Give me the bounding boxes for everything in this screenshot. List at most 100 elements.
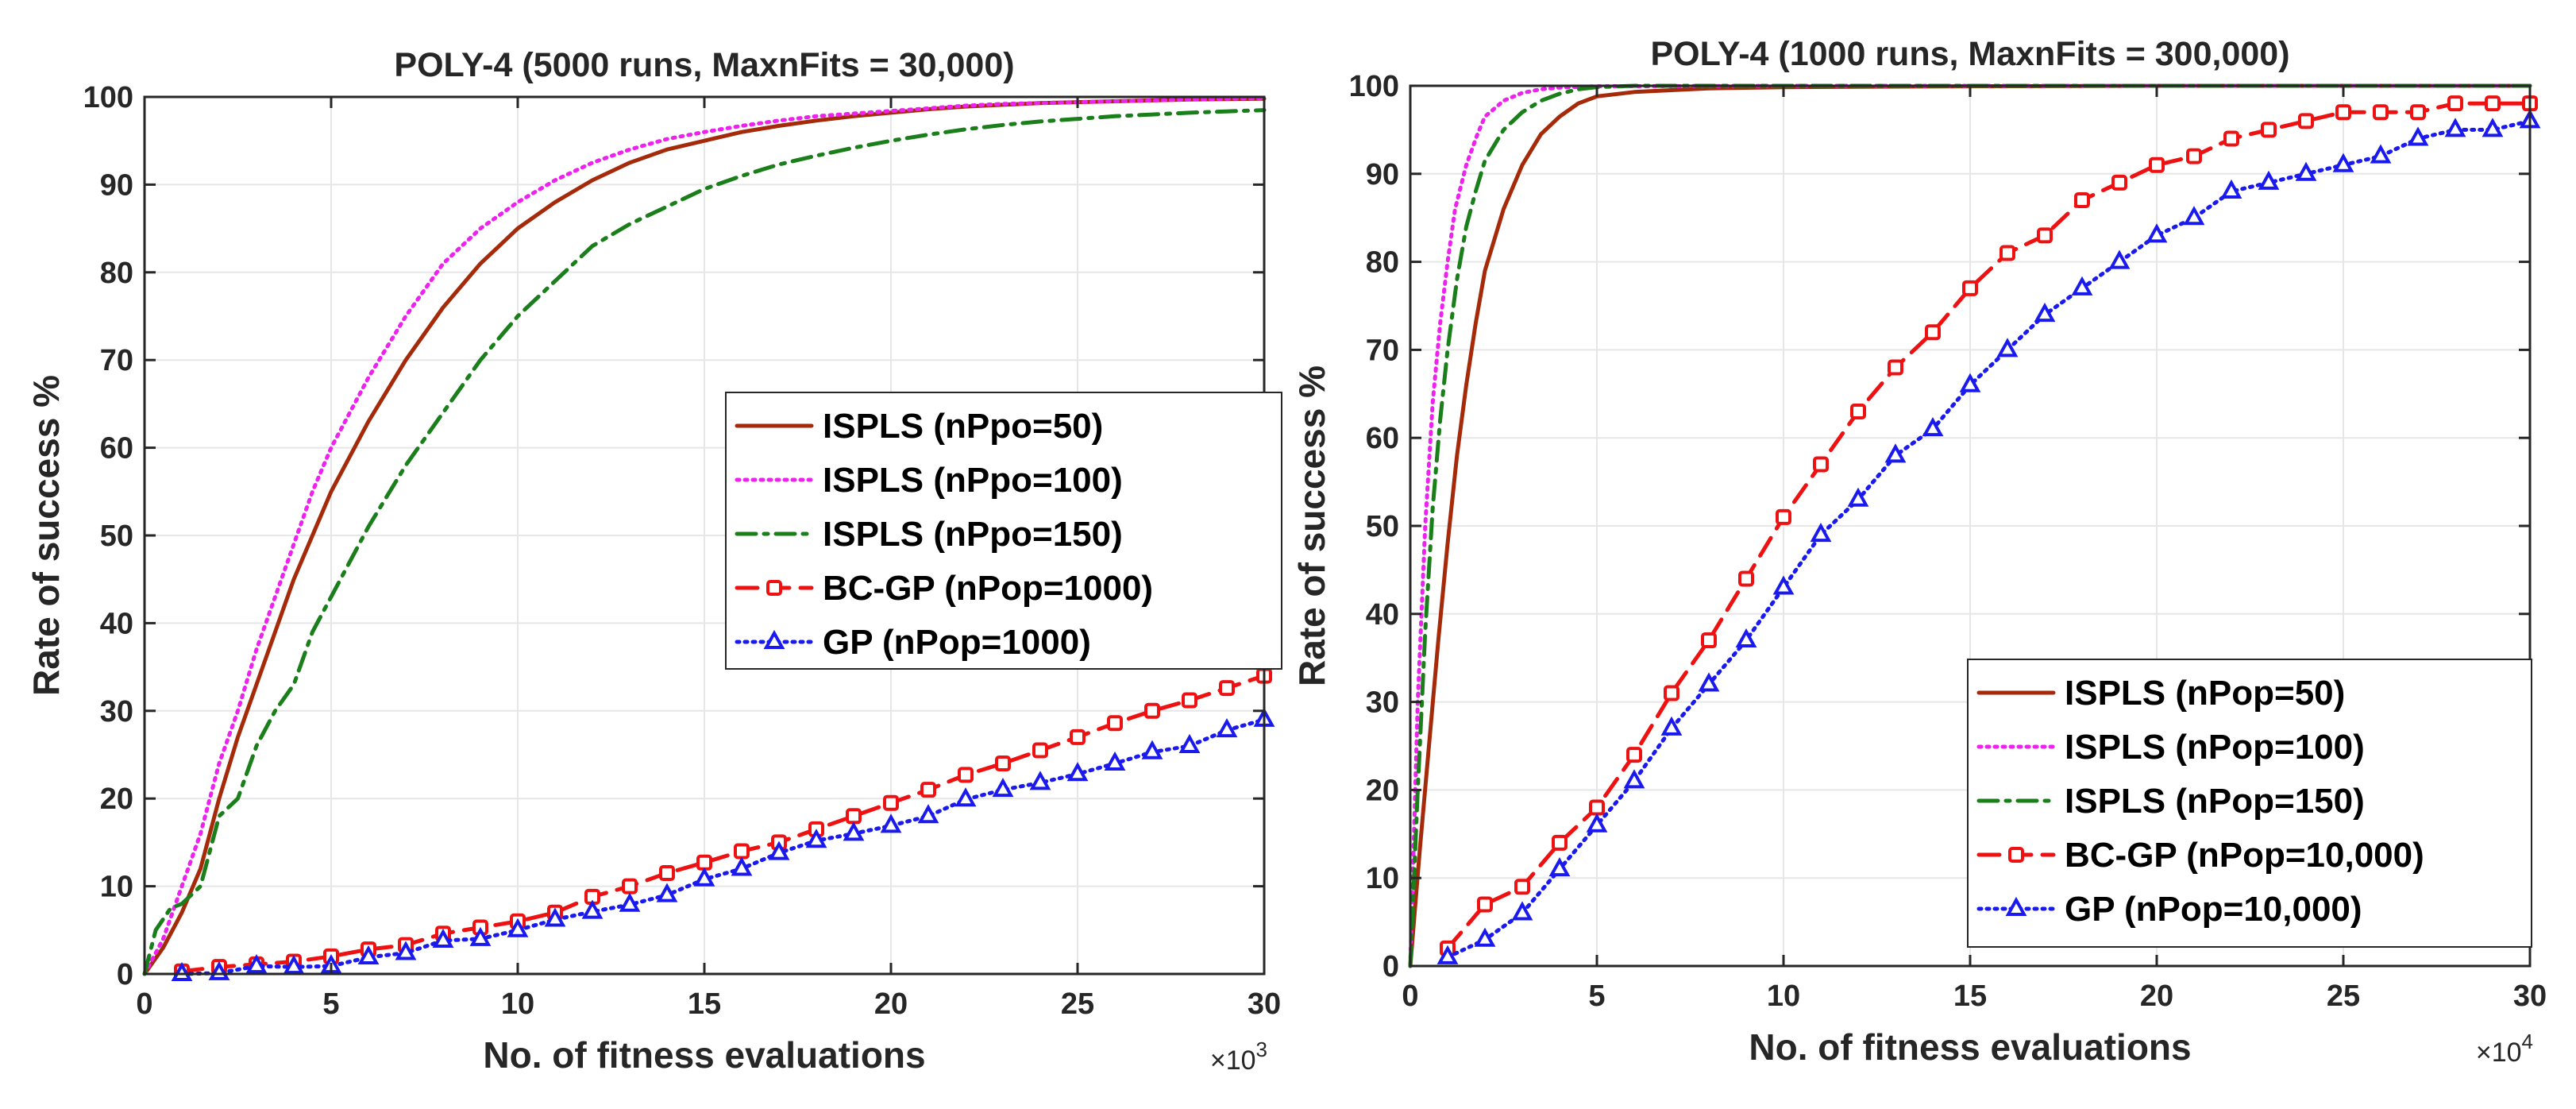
data-point-triangle (1511, 901, 1533, 921)
data-point-square (1738, 570, 1754, 587)
y-tick-label: 30 (100, 695, 133, 728)
x-axis-label: No. of fitness evaluations (483, 1034, 925, 1076)
data-point-square (2447, 95, 2463, 112)
y-tick-label: 10 (100, 871, 133, 904)
data-point-square (2149, 156, 2165, 173)
legend-marker-square (2008, 847, 2024, 863)
x-tick-label: 10 (1767, 980, 1800, 1013)
data-point-square (1477, 896, 1493, 913)
data-point-triangle (1959, 373, 1981, 392)
y-tick-label: 100 (1349, 70, 1399, 103)
data-point-triangle (1141, 740, 1163, 759)
data-point-triangle (395, 941, 417, 960)
data-point-square (883, 794, 899, 811)
data-point-triangle (469, 926, 492, 946)
data-point-square (1999, 245, 2015, 261)
x-tick-label: 10 (501, 987, 534, 1021)
x-tick-label: 15 (1953, 980, 1987, 1013)
data-point-square (2186, 148, 2202, 164)
data-point-square (2223, 130, 2239, 147)
data-point-triangle (693, 867, 715, 887)
y-tick-label: 0 (1382, 950, 1399, 983)
data-point-triangle (507, 918, 529, 937)
data-point-square (1219, 680, 1235, 697)
legend-label: ISPLS (nPop=100) (2065, 728, 2365, 767)
data-point-triangle (1216, 717, 1238, 738)
data-point-square (1664, 685, 1679, 701)
x-tick-label: 30 (1248, 987, 1281, 1021)
legend-label: BC-GP (nPop=10,000) (2065, 836, 2424, 875)
data-point-triangle (805, 829, 827, 848)
data-point-square (1626, 747, 1642, 763)
y-tick-label: 50 (1366, 510, 1399, 543)
chart-title: POLY-4 (1000 runs, MaxnFits = 300,000) (1650, 35, 2289, 73)
data-point-triangle (1586, 813, 1608, 833)
data-point-triangle (2108, 249, 2131, 269)
data-point-square (920, 782, 936, 798)
y-tick-label: 70 (1366, 334, 1399, 367)
y-axis-label: Rate of success % (25, 375, 67, 696)
data-point-square (2373, 104, 2389, 121)
data-point-triangle (992, 778, 1014, 798)
data-point-triangle (619, 892, 641, 912)
data-point-square (1813, 456, 1829, 473)
data-point-square (696, 854, 712, 871)
x-tick-label: 5 (322, 987, 339, 1021)
data-point-square (2261, 122, 2277, 138)
data-point-square (1552, 834, 1568, 851)
legend-marker-triangle (2005, 896, 2027, 916)
x-axis-label: No. of fitness evaluations (1749, 1026, 2191, 1068)
series-group (1408, 83, 2541, 968)
x-tick-label: 20 (2140, 980, 2173, 1013)
data-point-triangle (1104, 751, 1126, 771)
legend-marker-triangle (763, 629, 785, 649)
legend-box (725, 392, 1282, 670)
legend-label: BC-GP (nPop=1000) (823, 569, 1153, 608)
data-point-triangle (357, 945, 380, 965)
x-tick-label: 0 (136, 987, 152, 1021)
data-point-square (1182, 692, 1197, 709)
data-point-triangle (2183, 206, 2205, 226)
x-tick-label: 5 (1588, 980, 1605, 1013)
data-point-triangle (1178, 733, 1201, 753)
chart-1: 0 10 20 30 40 50 60 70 80 90 100 0 5 10 15 20 25 30 POLY-4… (25, 46, 1282, 1076)
data-point-square (2111, 174, 2127, 191)
x-axis-multiplier: ×104 (2476, 1030, 2533, 1068)
x-tick-label: 0 (1402, 980, 1418, 1013)
data-point-square (1962, 280, 1978, 296)
y-axis-label: Rate of success % (1291, 365, 1332, 686)
series-group (142, 96, 1275, 981)
series-line (1445, 118, 2532, 960)
data-point-triangle (2295, 161, 2317, 181)
data-point-triangle (283, 955, 305, 975)
legend-label: GP (nPop=10,000) (2065, 890, 2362, 929)
legend-label: ISPLS (nPop=50) (2065, 674, 2345, 713)
legend-label: GP (nPop=1000) (823, 623, 1091, 662)
data-point-square (1514, 879, 1530, 895)
legend: ISPLS (nPop=50) ISPLS (nPop=100) ISPLS (nP… (1967, 659, 2532, 948)
data-point-square (2410, 104, 2426, 121)
data-point-square (1032, 742, 1048, 759)
data-point-triangle (1623, 769, 1645, 789)
series-line (142, 96, 1267, 976)
data-point-triangle (1922, 417, 1944, 437)
y-tick-label: 60 (1366, 422, 1399, 455)
data-point-triangle (2482, 118, 2504, 137)
y-tick-label: 60 (100, 432, 133, 466)
data-point-triangle (1847, 487, 1869, 507)
y-tick-label: 30 (1366, 686, 1399, 720)
data-point-triangle (432, 928, 454, 949)
data-point-square (1850, 403, 1866, 419)
y-tick-label: 90 (100, 168, 133, 202)
data-point-square (1776, 508, 1791, 525)
data-point-square (2074, 192, 2090, 209)
data-point-triangle (2034, 302, 2056, 323)
data-point-triangle (1996, 338, 2019, 357)
y-tick-label: 40 (100, 607, 133, 640)
data-point-triangle (1066, 762, 1089, 782)
data-point-triangle (2407, 126, 2429, 146)
data-point-square (1701, 632, 1717, 649)
y-tick-label: 20 (1366, 774, 1399, 807)
y-tick-label: 80 (1366, 246, 1399, 280)
